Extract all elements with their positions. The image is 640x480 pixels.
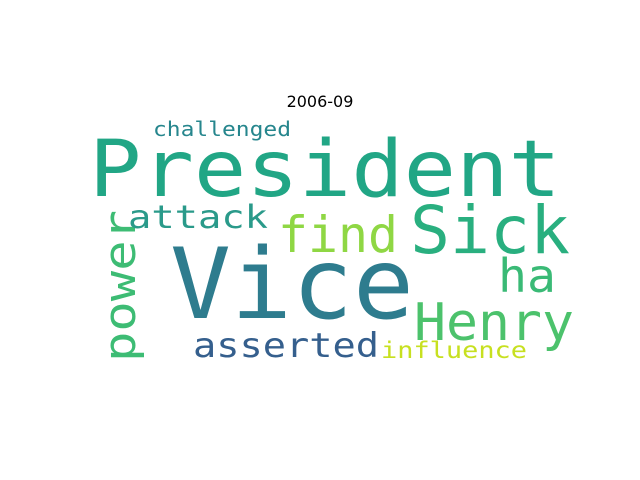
word-henry: Henry — [414, 293, 574, 353]
word-president: President — [89, 125, 561, 215]
word-influence: influence — [381, 338, 527, 364]
word-sick: Sick — [410, 192, 570, 269]
word-find: find — [278, 206, 398, 264]
word-challenged: challenged — [153, 117, 291, 141]
word-attack: attack — [128, 198, 268, 236]
word-ha: ha — [498, 249, 556, 303]
word-asserted: asserted — [193, 326, 379, 366]
chart-title: 2006-09 — [286, 92, 354, 111]
word-vice: Vice — [170, 228, 414, 342]
word-power: power — [95, 210, 146, 362]
